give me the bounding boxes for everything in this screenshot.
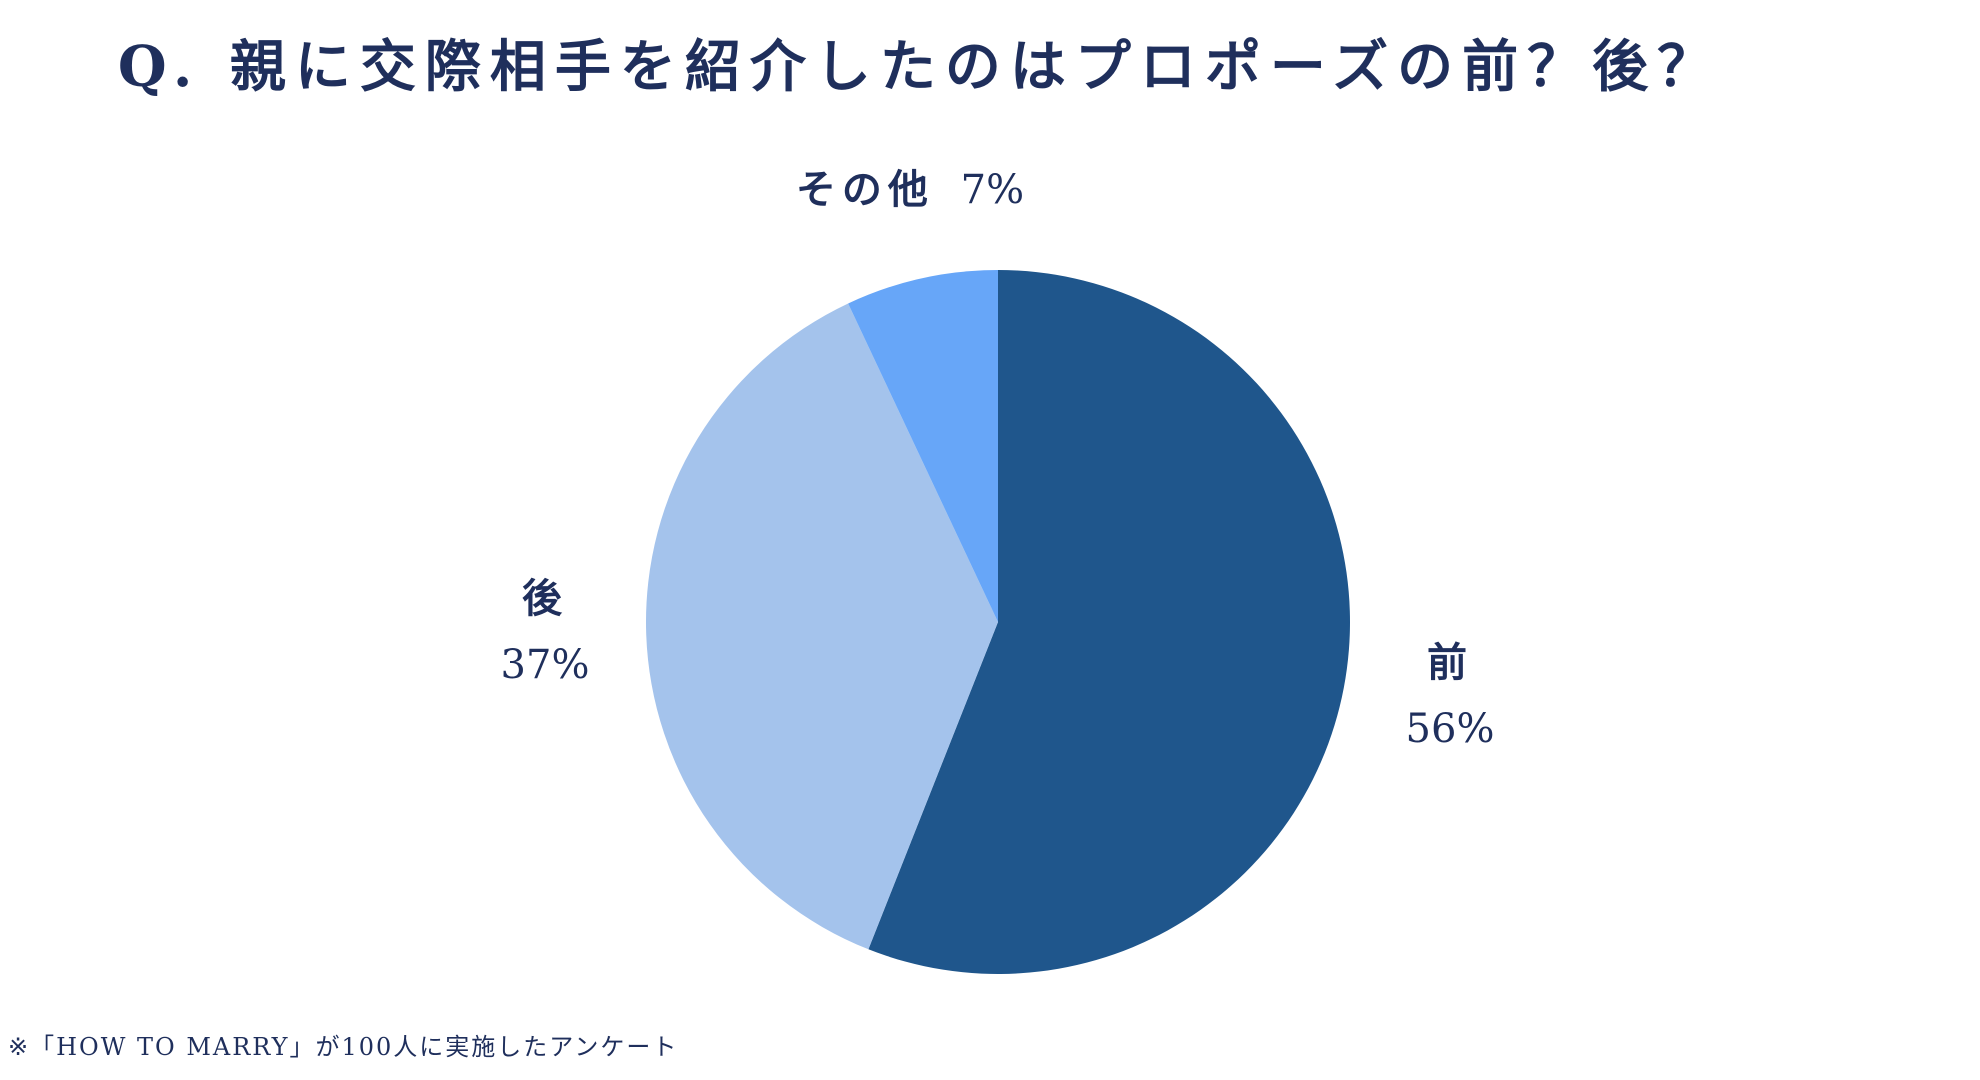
pie-slice-0 xyxy=(868,270,1351,974)
label-after-name: 後 xyxy=(522,575,568,622)
pie-slice-1 xyxy=(646,303,998,950)
label-before: 前 56% xyxy=(1370,630,1530,762)
pie-chart xyxy=(646,270,1351,974)
footnote: ※「HOW TO MARRY」が100人に実施したアンケート xyxy=(8,1033,679,1061)
label-other-percent: 7% xyxy=(960,167,1025,213)
label-other-name: その他 xyxy=(795,166,934,213)
pie-slice-2 xyxy=(848,270,998,622)
label-after: 後 37% xyxy=(465,566,625,698)
page-title: Q. 親に交際相手を紹介したのはプロポーズの前？後？ xyxy=(117,34,1723,100)
label-after-percent: 37% xyxy=(500,642,590,688)
label-other: その他 7% xyxy=(740,157,1080,223)
label-before-percent: 56% xyxy=(1405,706,1495,752)
label-before-name: 前 xyxy=(1427,639,1473,686)
